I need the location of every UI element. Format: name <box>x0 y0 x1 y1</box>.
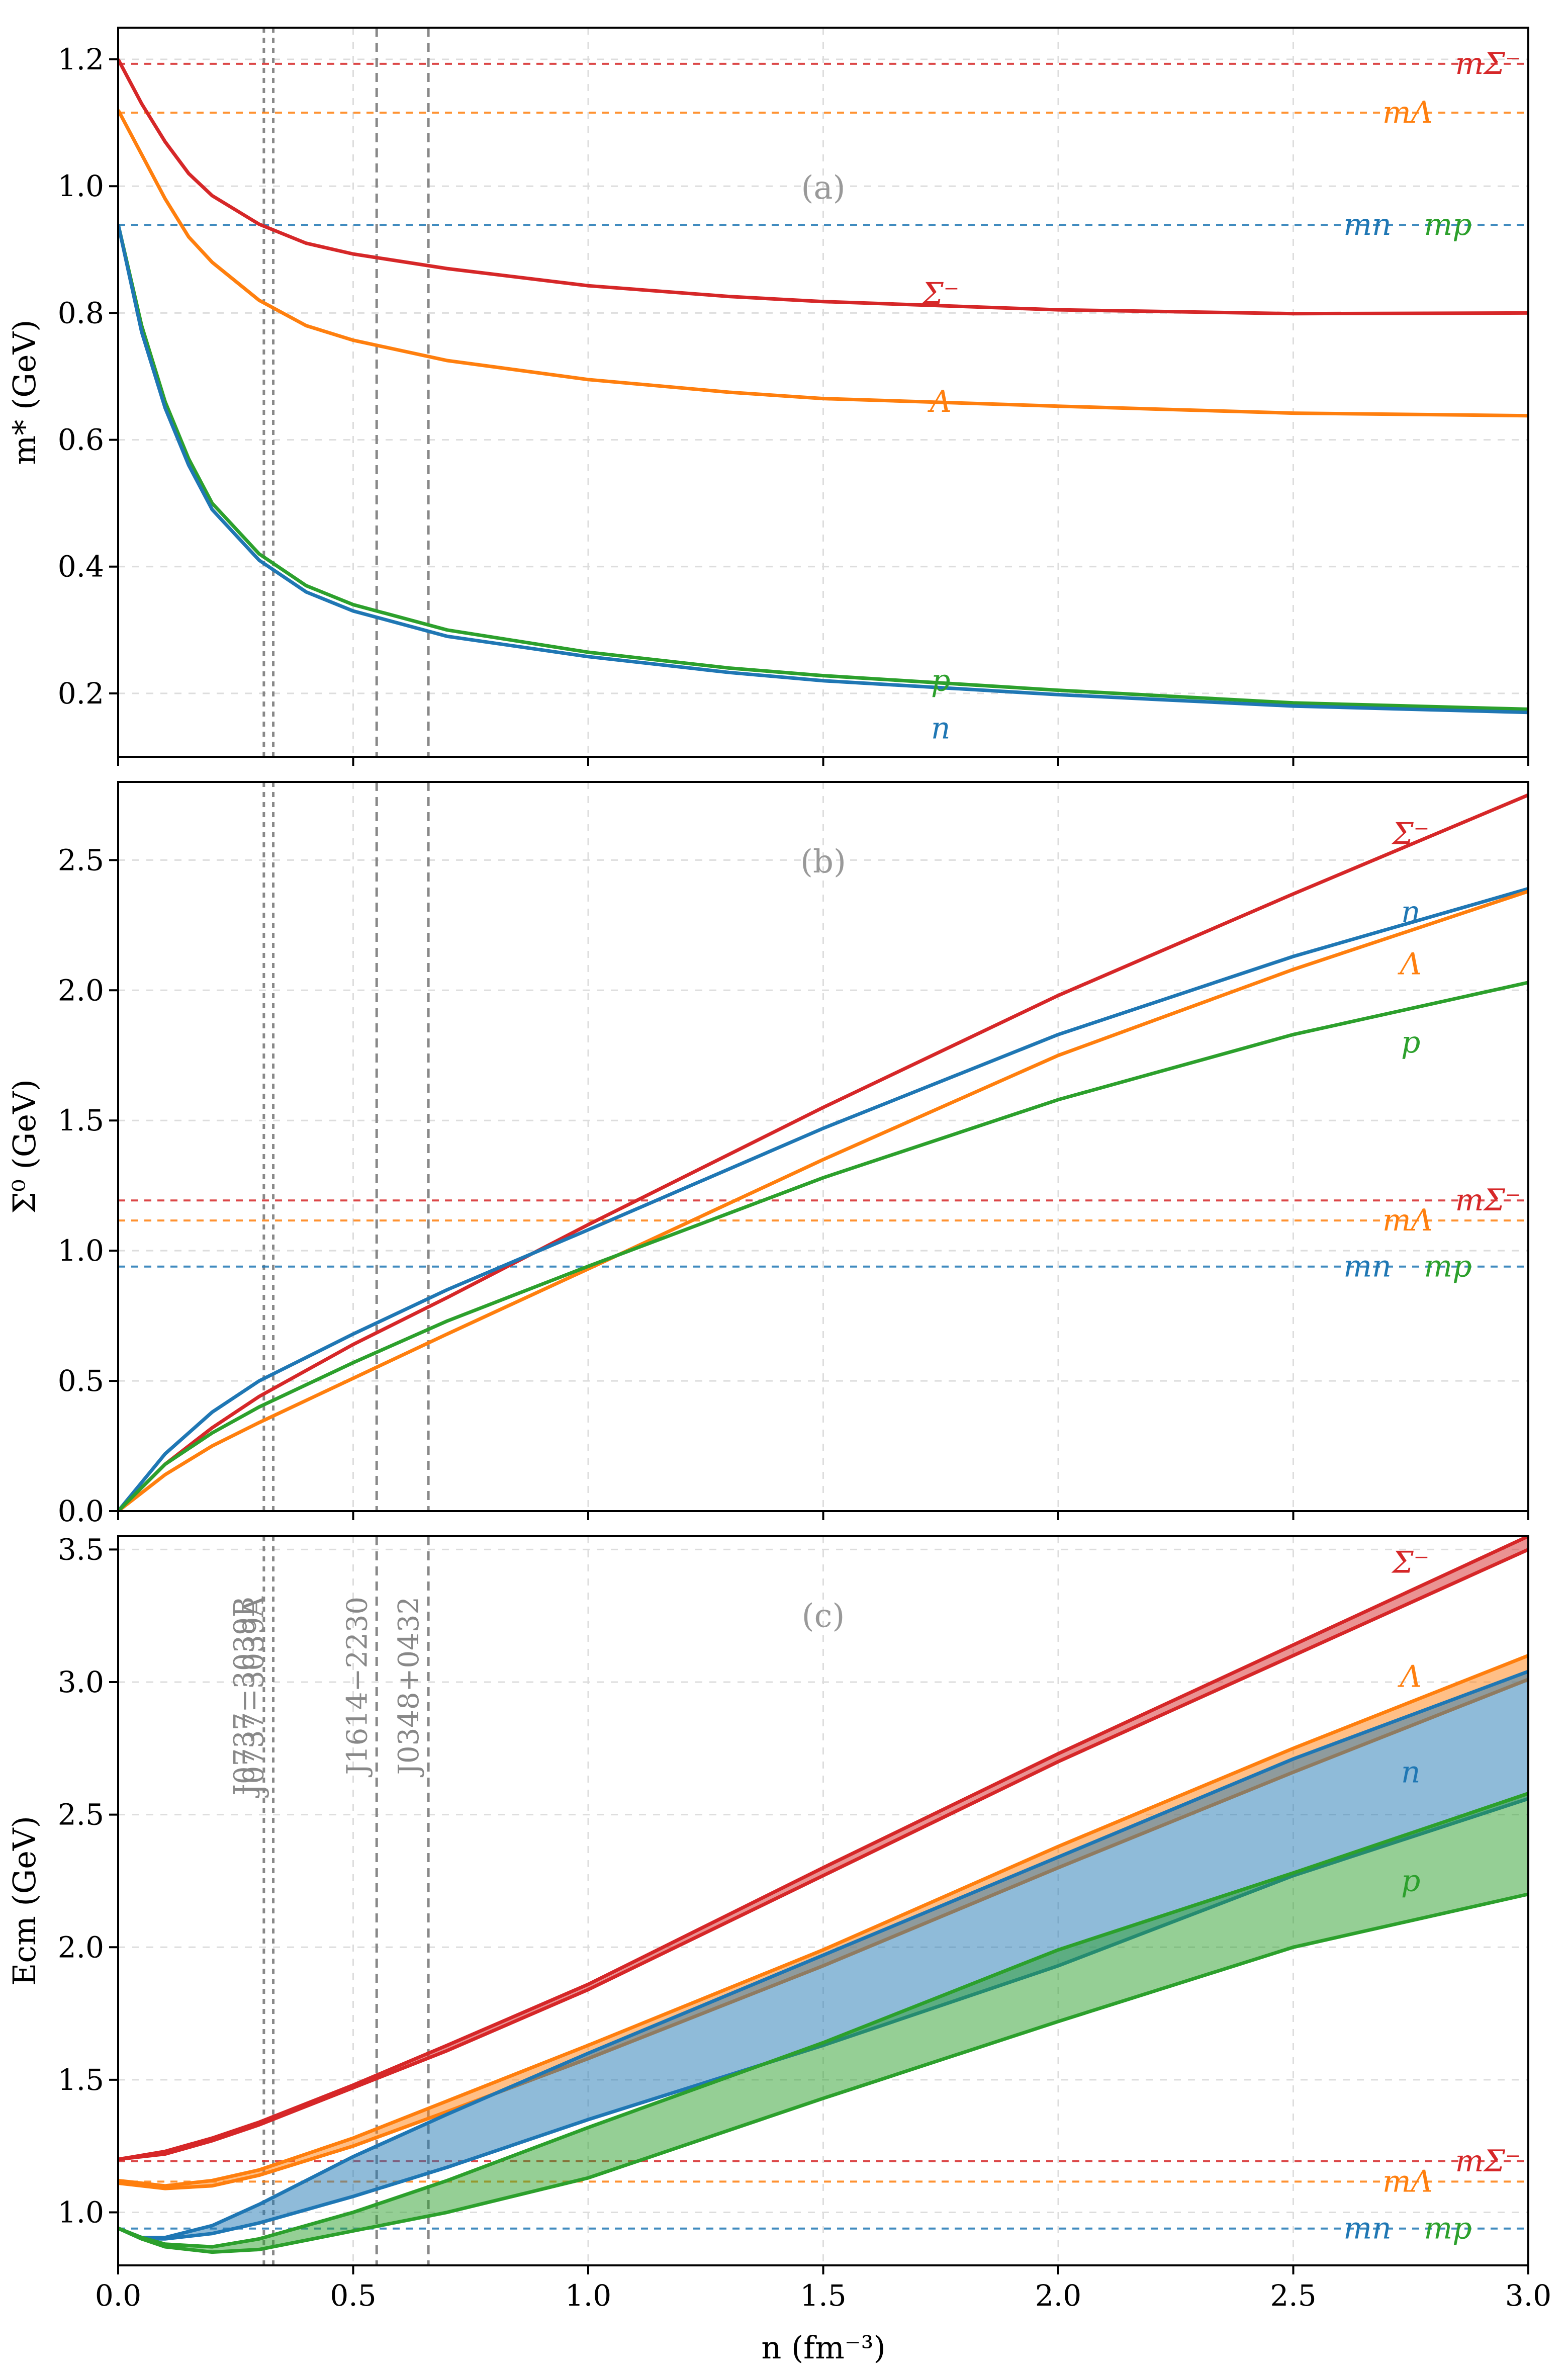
pulsar-label: J1614−2230 <box>341 1597 374 1777</box>
y-tick-label: 0.6 <box>58 423 104 457</box>
panel-b: Σ⁻ nΛp mΣ⁻ mΛ mn mp (b) 0.0 0.5 1.0 1.5 2.0 2.5 Σ⁰ (G… <box>6 781 1529 1528</box>
panel-a: Σ⁻ Λpn mΣ⁻ mΛ mn mp (a) 0.2 0.4 0.6 0.8 1.0 1.2 m* (G… <box>6 27 1529 766</box>
x-tick-label: 0.5 <box>330 2278 376 2313</box>
y-axis-label: Σ⁰ (GeV) <box>6 1079 43 1214</box>
mass-label-Lambda: mΛ <box>1382 2164 1433 2199</box>
mass-label-Lambda: mΛ <box>1382 95 1433 130</box>
y-tick-label: 2.0 <box>58 1930 104 1964</box>
band-n <box>118 1671 1528 2239</box>
curve-lower-Sigma <box>118 1548 1528 2161</box>
y-tick-label: 1.5 <box>58 2063 104 2097</box>
curve-upper-Lambda <box>118 1654 1528 2188</box>
curve-lower-p <box>118 1892 1528 2254</box>
x-tick-label: 2.0 <box>1035 2278 1081 2313</box>
mass-label-n: mn <box>1343 2211 1392 2246</box>
curve-Lambda <box>118 109 1528 418</box>
panel-tag: (a) <box>801 169 845 207</box>
y-tick-label: 1.2 <box>58 42 104 76</box>
curve-p <box>118 981 1528 1511</box>
pulsar-label: J0348+0432 <box>393 1597 425 1777</box>
y-axis-label: Ecm (GeV) <box>6 1816 43 1986</box>
curve-n <box>118 887 1528 1511</box>
series-label-p: p <box>931 663 950 698</box>
y-tick-label: 3.5 <box>58 1532 104 1566</box>
x-tick-label: 0.0 <box>95 2278 141 2313</box>
series-label-Sigma: Σ⁻ <box>1391 1545 1429 1580</box>
mass-label-Sigma: mΣ⁻ <box>1455 46 1521 81</box>
panel-tag: (c) <box>802 1598 845 1635</box>
mass-label-n: mn <box>1343 1249 1392 1284</box>
pulsar-label: J0737−3039B <box>228 1597 261 1798</box>
series-label-p: p <box>1401 1863 1420 1898</box>
mass-label-p: mp <box>1424 1249 1471 1284</box>
series-label-Lambda: Λ <box>1398 1659 1422 1694</box>
curve-upper-Sigma <box>118 1536 1528 2161</box>
mass-label-p: mp <box>1424 2211 1471 2246</box>
series-label-p: p <box>1401 1025 1420 1060</box>
y-tick-label: 1.5 <box>58 1103 104 1137</box>
curve-p <box>118 224 1528 711</box>
mass-label-Sigma: mΣ⁻ <box>1455 2144 1521 2179</box>
y-tick-label: 2.5 <box>58 843 104 877</box>
y-tick-label: 0.5 <box>58 1364 104 1398</box>
curve-Sigma <box>118 793 1528 1511</box>
series-label-n: n <box>931 711 951 746</box>
y-tick-label: 0.4 <box>58 550 104 584</box>
pulsar-label: J0737−3039A <box>238 1596 270 1797</box>
panel-tag: (b) <box>800 843 846 881</box>
mass-label-n: mn <box>1343 207 1392 242</box>
y-tick-label: 3.0 <box>58 1665 104 1699</box>
series-label-Lambda: Λ <box>1398 947 1422 982</box>
curve-n <box>118 224 1528 715</box>
mass-label-Lambda: mΛ <box>1382 1203 1433 1238</box>
y-tick-label: 1.0 <box>58 2195 104 2230</box>
series-label-Lambda: Λ <box>928 384 952 419</box>
curve-upper-p <box>118 1792 1528 2249</box>
x-tick-label: 1.0 <box>565 2278 611 2313</box>
y-tick-label: 0.8 <box>58 296 104 330</box>
y-tick-label: 0.2 <box>58 676 104 711</box>
x-tick-label: 2.5 <box>1270 2278 1316 2313</box>
series-label-Sigma: Σ⁻ <box>921 277 959 312</box>
y-tick-label: 2.0 <box>58 973 104 1007</box>
mass-label-Sigma: mΣ⁻ <box>1455 1183 1521 1218</box>
y-tick-label: 2.5 <box>58 1798 104 1832</box>
y-tick-label: 0.0 <box>58 1494 104 1528</box>
y-axis-label: m* (GeV) <box>6 320 43 465</box>
y-tick-label: 1.0 <box>58 169 104 203</box>
x-tick-label: 3.0 <box>1505 2278 1551 2313</box>
curve-Lambda <box>118 890 1528 1511</box>
series-label-n: n <box>1401 1754 1421 1790</box>
curve-Sigma <box>118 58 1528 316</box>
y-tick-label: 1.0 <box>58 1234 104 1268</box>
x-axis-label: n (fm⁻³) <box>761 2329 885 2366</box>
series-label-n: n <box>1401 895 1421 930</box>
x-tick-label: 1.5 <box>800 2278 846 2313</box>
mass-label-p: mp <box>1424 207 1471 242</box>
series-label-Sigma: Σ⁻ <box>1391 817 1429 852</box>
